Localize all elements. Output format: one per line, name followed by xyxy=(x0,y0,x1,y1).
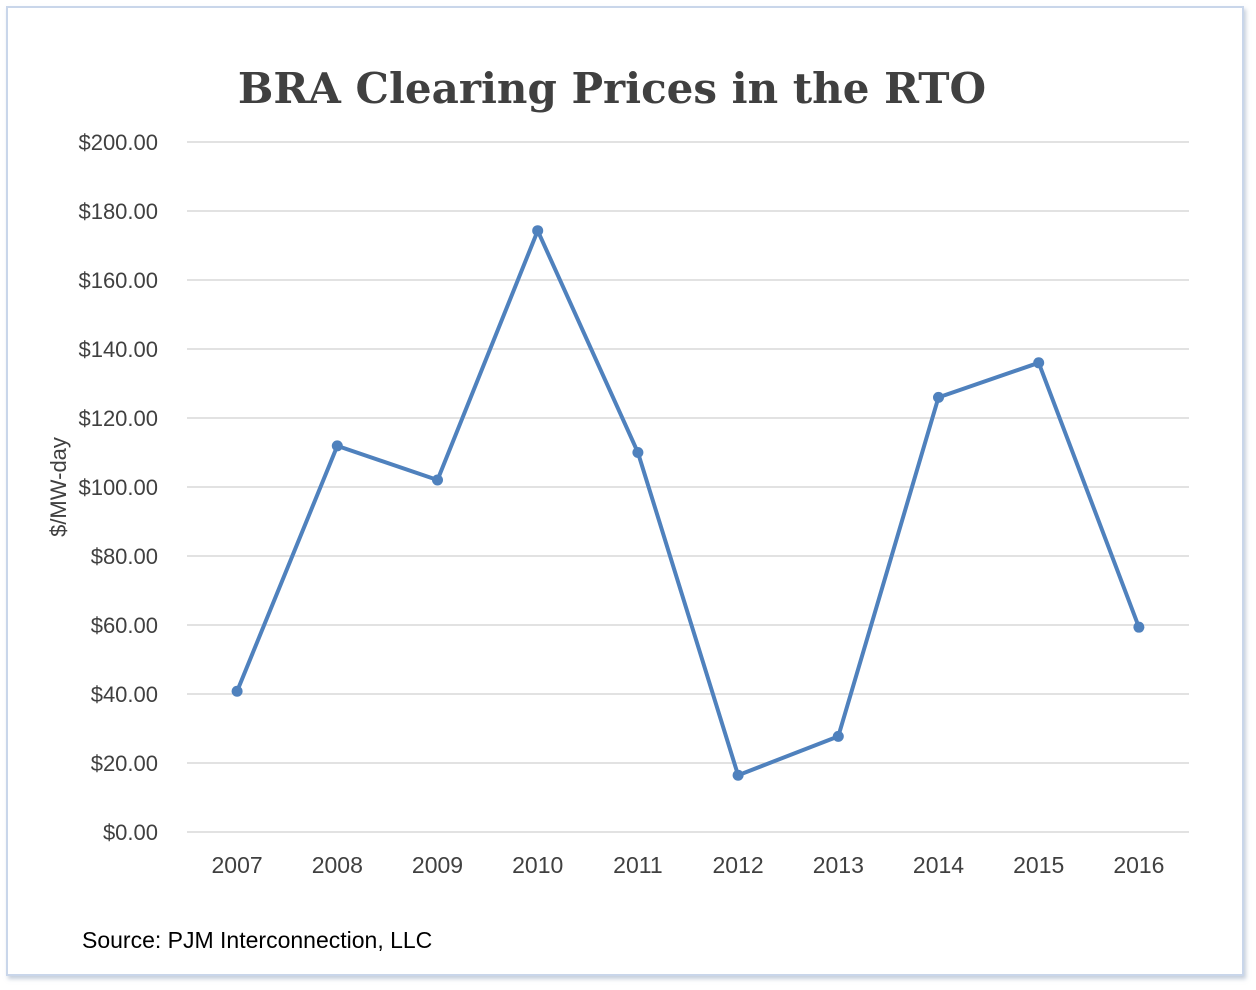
y-tick-label: $0.00 xyxy=(103,820,158,845)
x-tick-label: 2014 xyxy=(913,852,964,878)
data-point xyxy=(1133,621,1145,633)
data-point xyxy=(331,440,343,452)
data-point xyxy=(231,685,243,697)
y-tick-label: $160.00 xyxy=(78,268,158,293)
chart-frame xyxy=(6,6,1244,976)
x-tick-label: 2016 xyxy=(1113,852,1164,878)
data-point xyxy=(933,391,944,403)
data-point xyxy=(732,769,744,781)
x-tick-label: 2008 xyxy=(312,852,363,878)
y-tick-label: $140.00 xyxy=(78,337,158,362)
data-point xyxy=(832,730,844,742)
series-layer xyxy=(231,225,1145,781)
x-tick-label: 2012 xyxy=(713,852,764,878)
series-line xyxy=(235,228,1141,778)
y-tick-label: $40.00 xyxy=(91,682,158,707)
data-point xyxy=(1033,357,1045,369)
gridlines xyxy=(187,141,1189,833)
source-note: Source: PJM Interconnection, LLC xyxy=(82,927,432,953)
x-tick-label: 2013 xyxy=(813,852,864,878)
x-tick-label: 2007 xyxy=(212,852,263,878)
chart-title: BRA Clearing Prices in the RTO xyxy=(238,64,986,113)
y-tick-label: $60.00 xyxy=(91,613,158,638)
data-point xyxy=(632,447,644,458)
x-tick-label: 2009 xyxy=(412,852,463,878)
x-axis-ticks: 2007 2008 2009 2010 2011 2012 2013 2014 2015 2016 xyxy=(212,852,1165,878)
x-tick-label: 2011 xyxy=(613,852,662,878)
y-tick-label: $120.00 xyxy=(78,406,158,431)
data-point xyxy=(532,225,544,237)
y-axis-label: $/MW-day xyxy=(46,437,71,537)
x-tick-label: 2010 xyxy=(512,852,563,878)
x-tick-label: 2015 xyxy=(1013,852,1064,878)
y-tick-label: $200.00 xyxy=(78,130,158,155)
y-axis-ticks: $0.00 $20.00 $40.00 $60.00 $80.00 $100.00 $120… xyxy=(78,130,158,845)
y-tick-label: $20.00 xyxy=(91,751,158,776)
y-tick-label: $100.00 xyxy=(78,475,158,500)
data-point xyxy=(432,474,443,486)
y-tick-label: $80.00 xyxy=(91,544,158,569)
y-tick-label: $180.00 xyxy=(78,199,158,224)
